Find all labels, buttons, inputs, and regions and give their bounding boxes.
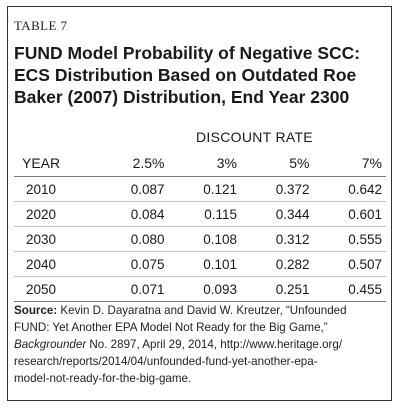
table-row: 2040 0.075 0.101 0.282 0.507 bbox=[14, 251, 386, 277]
value-cell: 0.251 bbox=[241, 276, 314, 302]
table-title-line-2: ECS Distribution Based on Outdated Roe bbox=[14, 65, 357, 85]
column-header-7-percent: 7% bbox=[313, 149, 386, 177]
value-cell: 0.372 bbox=[241, 176, 314, 202]
table-row: 2050 0.071 0.093 0.251 0.455 bbox=[14, 276, 386, 302]
value-cell: 0.093 bbox=[168, 276, 241, 302]
discount-rate-group-header: DISCOUNT RATE bbox=[196, 129, 313, 145]
value-cell: 0.601 bbox=[313, 201, 386, 227]
source-text-3: No. 2897, April 29, 2014, http://www.her… bbox=[86, 338, 343, 351]
value-cell: 0.344 bbox=[241, 201, 314, 227]
year-cell: 2050 bbox=[14, 276, 96, 302]
table-row: 2010 0.087 0.121 0.372 0.642 bbox=[14, 176, 386, 202]
source-publication-name: Backgrounder bbox=[14, 338, 87, 351]
table-title: FUND Model Probability of Negative SCC: … bbox=[14, 42, 384, 108]
table-header-row: YEAR 2.5% 3% 5% 7% bbox=[14, 149, 386, 177]
source-text-1: Kevin D. Dayaratna and David W. Kreutzer… bbox=[60, 304, 347, 317]
value-cell: 0.555 bbox=[313, 226, 386, 252]
table-row: 2030 0.080 0.108 0.312 0.555 bbox=[14, 226, 386, 252]
year-cell: 2040 bbox=[14, 251, 96, 277]
value-cell: 0.101 bbox=[168, 251, 241, 277]
value-cell: 0.075 bbox=[96, 251, 169, 277]
year-cell: 2030 bbox=[14, 226, 96, 252]
value-cell: 0.312 bbox=[241, 226, 314, 252]
source-line-5: model-not-ready-for-the-big-game. bbox=[14, 372, 192, 385]
column-header-year: YEAR bbox=[14, 149, 96, 177]
value-cell: 0.087 bbox=[96, 176, 169, 202]
value-cell: 0.071 bbox=[96, 276, 169, 302]
value-cell: 0.080 bbox=[96, 226, 169, 252]
source-line-3: Backgrounder No. 2897, April 29, 2014, h… bbox=[14, 336, 386, 353]
value-cell: 0.282 bbox=[241, 251, 314, 277]
value-cell: 0.455 bbox=[313, 276, 386, 302]
table-frame bbox=[7, 6, 392, 401]
year-cell: 2020 bbox=[14, 201, 96, 227]
table-number-label: TABLE 7 bbox=[14, 18, 68, 33]
table-title-line-3: Baker (2007) Distribution, End Year 2300 bbox=[14, 87, 350, 107]
source-label: Source: bbox=[14, 304, 58, 317]
source-note: Source: Kevin D. Dayaratna and David W. … bbox=[14, 302, 386, 387]
value-cell: 0.642 bbox=[313, 176, 386, 202]
table-title-line-1: FUND Model Probability of Negative SCC: bbox=[14, 43, 361, 63]
column-header-5-percent: 5% bbox=[241, 149, 314, 177]
value-cell: 0.084 bbox=[96, 201, 169, 227]
value-cell: 0.121 bbox=[168, 176, 241, 202]
column-header-3-percent: 3% bbox=[168, 149, 241, 177]
value-cell: 0.507 bbox=[313, 251, 386, 277]
source-line-2: FUND: Yet Another EPA Model Not Ready fo… bbox=[14, 321, 328, 334]
table-row: 2020 0.084 0.115 0.344 0.601 bbox=[14, 201, 386, 227]
value-cell: 0.108 bbox=[168, 226, 241, 252]
column-header-2-5-percent: 2.5% bbox=[96, 149, 169, 177]
probability-table: YEAR 2.5% 3% 5% 7% 2010 0.087 0.121 0.37… bbox=[14, 149, 386, 302]
year-cell: 2010 bbox=[14, 176, 96, 202]
source-line-4: research/reports/2014/04/unfounded-fund-… bbox=[14, 355, 318, 368]
value-cell: 0.115 bbox=[168, 201, 241, 227]
source-line-1: Source: Kevin D. Dayaratna and David W. … bbox=[14, 302, 386, 319]
